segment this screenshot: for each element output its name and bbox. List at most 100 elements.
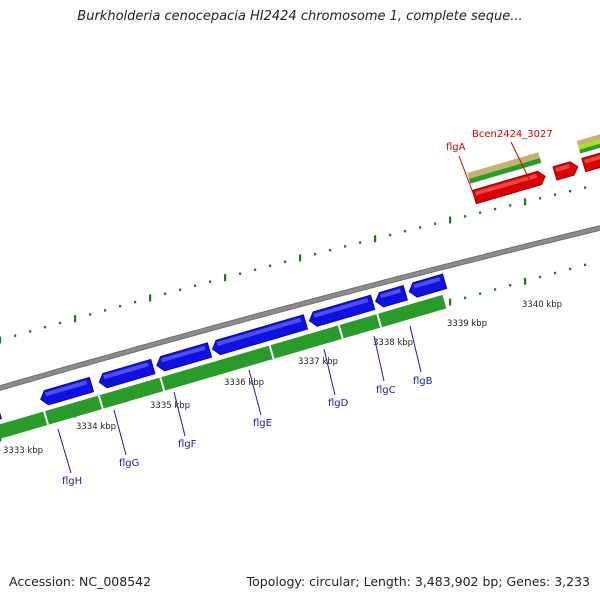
lower-scale-tick: [524, 277, 527, 285]
upper-scale-tick: [299, 254, 302, 262]
leader-line: [323, 348, 336, 396]
feature-tracks: [0, 129, 600, 441]
upper-scale-tick: [329, 249, 332, 252]
upper-scale-tick: [224, 274, 227, 282]
upper-scale-tick: [569, 189, 572, 193]
label-layer: 3333 kbp 3334 kbp 3335 kbp 3336 kbp 3337…: [3, 129, 562, 487]
upper-scale-tick: [554, 193, 557, 196]
lower-scale-tick: [509, 284, 512, 287]
lime-track: [578, 134, 600, 150]
leader-line: [57, 428, 72, 474]
gene-label-flgG[interactable]: flgG: [119, 458, 139, 469]
upper-scale-tick: [209, 280, 212, 283]
scale-label-3337: 3337 kbp: [298, 357, 338, 367]
label-leader-lines: [57, 141, 534, 474]
lower-scale-tick: [494, 288, 497, 291]
upper-scale-tick: [74, 315, 77, 323]
lower-scale-tick: [479, 292, 482, 295]
gene-highlight: [216, 317, 302, 347]
gene-highlight: [313, 298, 369, 318]
upper-scale-tick: [164, 292, 167, 296]
gene-highlight: [584, 152, 600, 164]
lower-scale-tick: [584, 263, 587, 267]
gene-arrow-reverse: [552, 161, 579, 181]
gene-highlight: [103, 362, 149, 380]
upper-scale-tick: [524, 198, 527, 206]
leader-line: [113, 409, 127, 456]
cds-track-right: [579, 138, 600, 154]
gene-label-Bcen2424_3027[interactable]: Bcen2424_3027: [472, 129, 553, 140]
cds-divider: [43, 411, 50, 426]
upper-scale-tick: [344, 245, 347, 248]
gene-highlight: [379, 288, 402, 299]
backbone: [0, 225, 600, 391]
sequence-summary: Topology: circular; Length: 3,483,902 bp…: [246, 574, 590, 589]
scale-label-3340: 3340 kbp: [522, 300, 562, 310]
lower-scale-tick: [554, 271, 557, 275]
scale-label-3336: 3336 kbp: [224, 378, 264, 388]
leader-line: [373, 335, 385, 382]
map-title: Burkholderia cenocepacia HI2424 chromoso…: [77, 9, 523, 24]
scale-label-3333: 3333 kbp: [3, 446, 43, 456]
cds-divider: [337, 324, 344, 339]
upper-scale-tick: [0, 336, 2, 344]
gene-arrows: [0, 149, 600, 421]
upper-scale-tick: [449, 216, 452, 224]
tan-track: [467, 152, 540, 179]
cds-track-upper: [468, 158, 542, 184]
lower-scale-tick: [449, 298, 452, 306]
gene-highlight: [44, 380, 88, 397]
upper-scale-tick: [194, 284, 197, 287]
upper-scale-tick: [119, 304, 122, 308]
upper-scale-tick: [509, 204, 512, 207]
gene-label-flgH[interactable]: flgH: [62, 476, 82, 487]
upper-scale-tick: [464, 215, 467, 218]
upper-scale-tick: [89, 313, 92, 316]
gene-arrow-forward: [0, 403, 2, 421]
gene-highlight: [160, 345, 206, 363]
gene-label-flgE[interactable]: flgE: [253, 418, 272, 429]
upper-scale-tick: [284, 260, 287, 264]
lower-scale-tick: [539, 275, 542, 279]
upper-scale-tick: [14, 334, 17, 337]
upper-scale-tick: [434, 222, 437, 225]
upper-scale-tick: [29, 330, 32, 333]
upper-scale-tick: [179, 288, 182, 291]
cds-divider: [376, 313, 383, 328]
upper-scale-tick: [494, 207, 497, 211]
gene-label-flgC[interactable]: flgC: [376, 385, 396, 396]
upper-scale-tick: [374, 235, 377, 243]
lower-scale-tick: [569, 267, 572, 271]
gene-label-flgB[interactable]: flgB: [413, 376, 433, 387]
upper-scale-tick: [419, 226, 422, 229]
leader-line: [173, 391, 186, 437]
upper-scale-tick: [314, 252, 317, 256]
leader-line: [409, 325, 422, 373]
cds-divider: [97, 395, 104, 410]
gene-arrow-forward: [408, 273, 448, 298]
gene-label-flgD[interactable]: flgD: [328, 398, 349, 409]
gene-label-flgA[interactable]: flgA: [446, 142, 466, 153]
upper-scale-tick: [134, 300, 137, 304]
cds-divider: [268, 345, 275, 360]
upper-scale-tick: [359, 241, 362, 244]
upper-scale-tick: [254, 268, 257, 271]
gene-arrow-forward: [375, 285, 408, 308]
upper-scale-tick: [479, 211, 482, 214]
upper-scale-tick: [584, 186, 587, 189]
upper-scale-tick: [539, 197, 542, 200]
lower-scale-tick: [464, 296, 467, 300]
upper-scale-tick: [239, 272, 242, 275]
upper-scale-tick: [44, 325, 47, 329]
backbone-line: [0, 226, 600, 390]
cds-divider: [159, 377, 166, 392]
tan-track-right: [576, 129, 600, 146]
gene-label-flgF[interactable]: flgF: [178, 439, 197, 450]
scale-label-3339: 3339 kbp: [447, 319, 487, 329]
gene-highlight: [555, 164, 570, 172]
scale-label-3335: 3335 kbp: [150, 401, 190, 411]
leader-line-red: [458, 155, 476, 199]
accession-text: Accession: NC_008542: [9, 574, 152, 589]
upper-scale-tick: [59, 321, 62, 325]
